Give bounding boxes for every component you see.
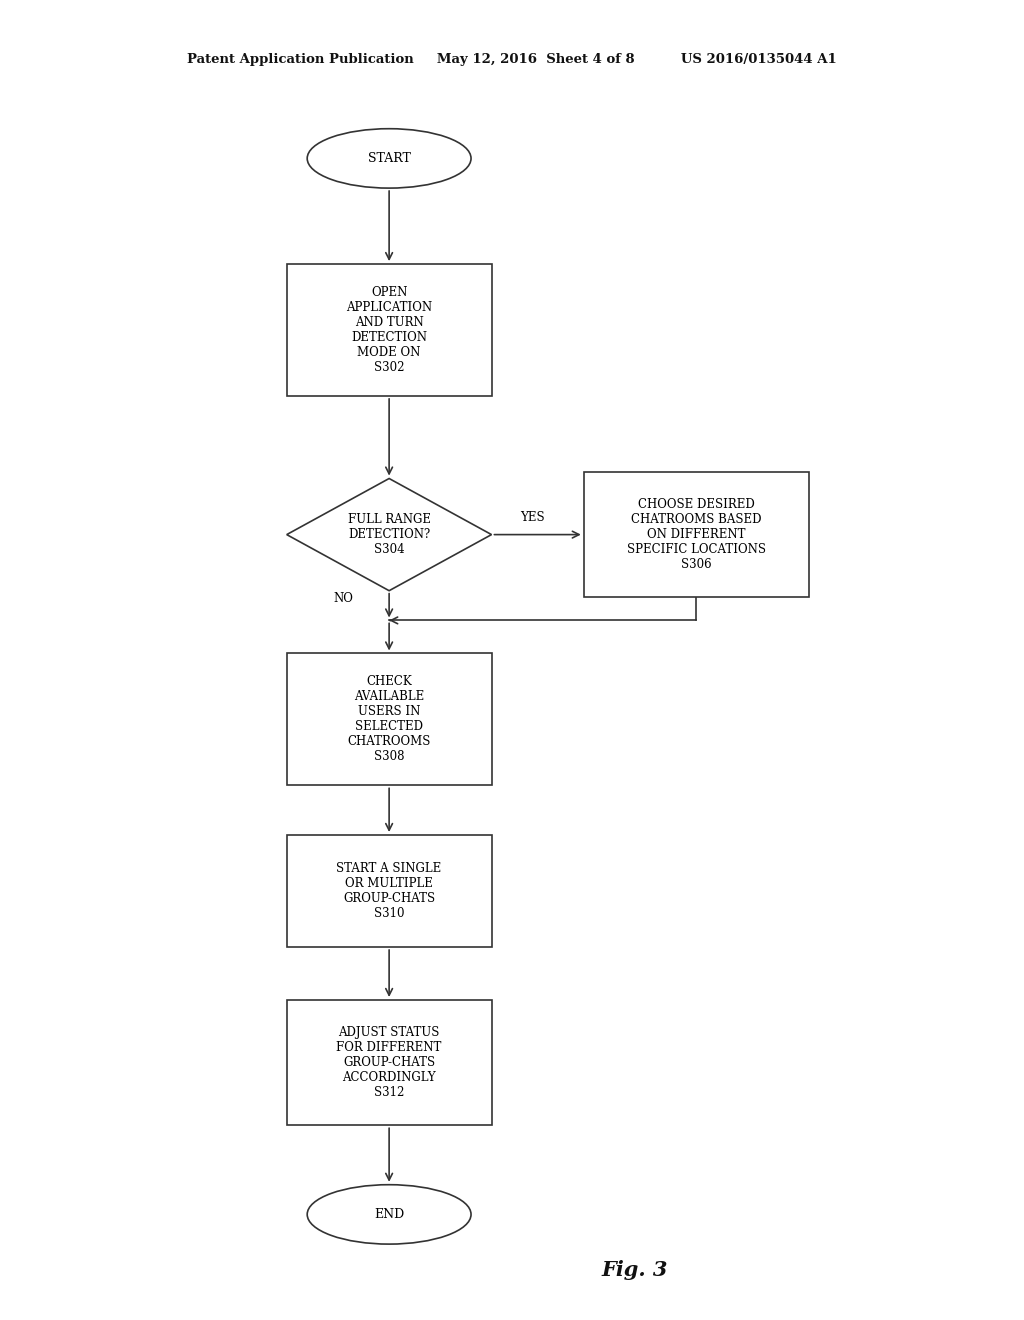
FancyBboxPatch shape (287, 834, 492, 948)
Ellipse shape (307, 1185, 471, 1243)
Text: Fig. 3: Fig. 3 (602, 1259, 668, 1280)
Text: ADJUST STATUS
FOR DIFFERENT
GROUP-CHATS
ACCORDINGLY
S312: ADJUST STATUS FOR DIFFERENT GROUP-CHATS … (337, 1026, 441, 1100)
FancyBboxPatch shape (584, 473, 809, 597)
Text: OPEN
APPLICATION
AND TURN
DETECTION
MODE ON
S302: OPEN APPLICATION AND TURN DETECTION MODE… (346, 286, 432, 374)
FancyBboxPatch shape (287, 264, 492, 396)
Polygon shape (287, 479, 492, 591)
Text: CHECK
AVAILABLE
USERS IN
SELECTED
CHATROOMS
S308: CHECK AVAILABLE USERS IN SELECTED CHATRO… (347, 676, 431, 763)
Text: NO: NO (333, 593, 353, 606)
Text: START: START (368, 152, 411, 165)
Text: Patent Application Publication     May 12, 2016  Sheet 4 of 8          US 2016/0: Patent Application Publication May 12, 2… (187, 53, 837, 66)
Text: CHOOSE DESIRED
CHATROOMS BASED
ON DIFFERENT
SPECIFIC LOCATIONS
S306: CHOOSE DESIRED CHATROOMS BASED ON DIFFER… (627, 498, 766, 572)
Text: FULL RANGE
DETECTION?
S304: FULL RANGE DETECTION? S304 (347, 513, 431, 556)
Text: YES: YES (520, 511, 545, 524)
FancyBboxPatch shape (287, 1001, 492, 1125)
FancyBboxPatch shape (287, 653, 492, 785)
Text: START A SINGLE
OR MULTIPLE
GROUP-CHATS
S310: START A SINGLE OR MULTIPLE GROUP-CHATS S… (337, 862, 441, 920)
Text: END: END (374, 1208, 404, 1221)
Ellipse shape (307, 129, 471, 189)
